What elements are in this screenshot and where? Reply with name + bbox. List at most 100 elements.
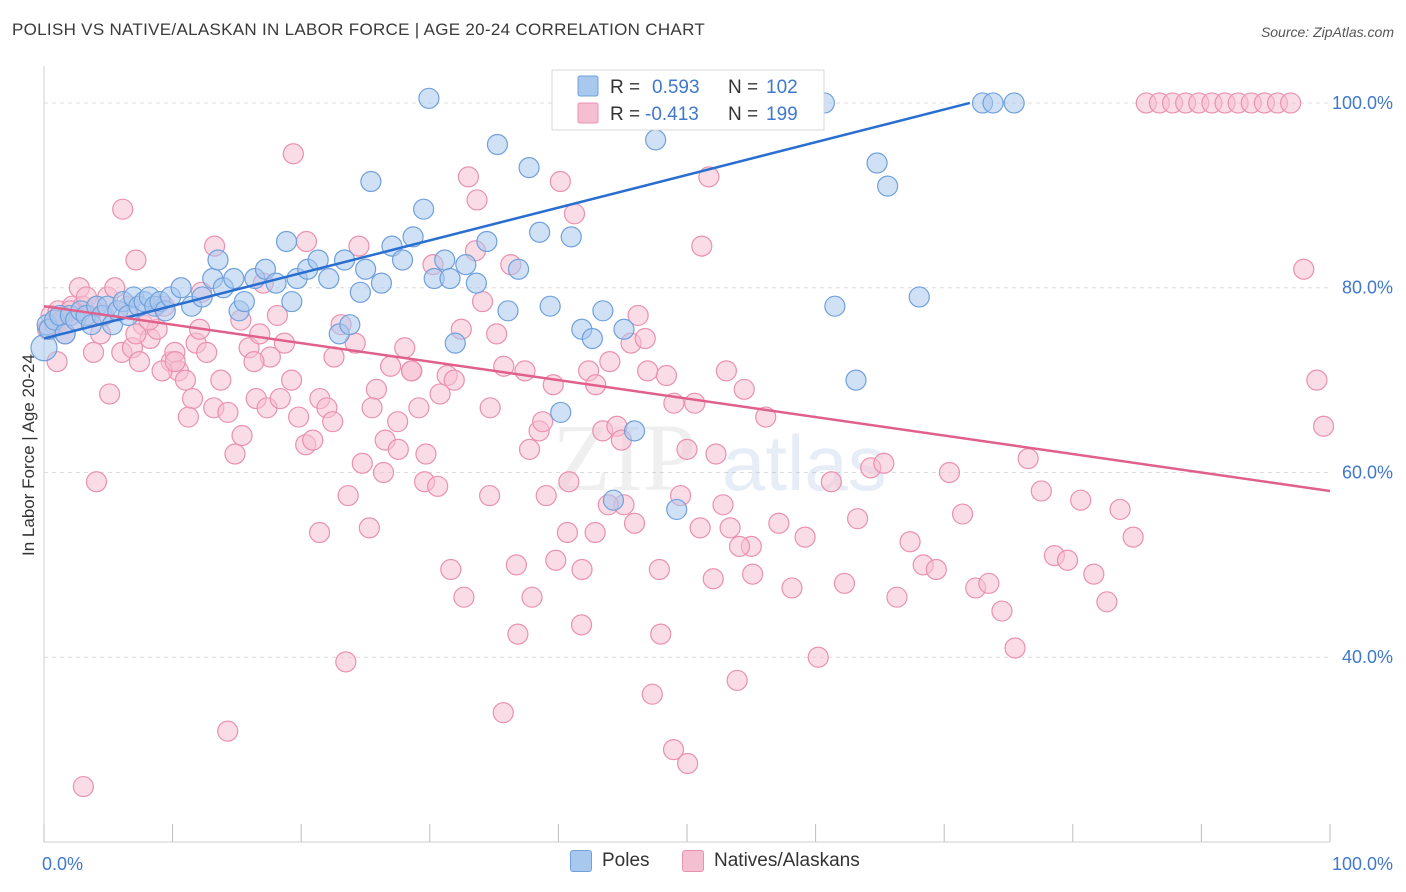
stats-box: R = 0.593 N = 102 R = -0.413 N = 199 <box>551 69 825 131</box>
native-point-75 <box>478 484 501 507</box>
native-point-47 <box>280 369 303 391</box>
pole-point-37 <box>265 272 287 294</box>
native-point-186 <box>1004 637 1026 659</box>
native-point-188 <box>1030 480 1052 502</box>
tick-labels: 40.0% 60.0% 80.0% 100.0% 0.0% 100.0% <box>42 93 1393 874</box>
native-point-108 <box>712 494 734 516</box>
trend-lines <box>43 101 1331 493</box>
pole-point-49 <box>360 170 382 193</box>
pole-point-46 <box>339 314 361 336</box>
native-point-170 <box>794 526 816 548</box>
pole-point-57 <box>439 267 461 290</box>
native-point-164 <box>715 360 737 382</box>
native-point-172 <box>820 471 842 493</box>
legend-item-poles[interactable]: Poles <box>570 850 650 872</box>
native-point-34 <box>196 341 218 363</box>
x-tick-label-1: 100.0% <box>1332 854 1393 874</box>
native-point-101 <box>662 739 685 761</box>
pole-point-59 <box>455 254 477 276</box>
native-point-30 <box>174 369 197 391</box>
native-point-144 <box>453 586 475 608</box>
native-point-62 <box>387 411 409 433</box>
native-point-63 <box>394 337 416 359</box>
native-point-58 <box>358 517 380 539</box>
native-point-136 <box>348 235 370 257</box>
native-point-85 <box>549 170 571 193</box>
native-point-182 <box>951 503 974 525</box>
native-point-88 <box>570 614 593 636</box>
native-point-60 <box>372 461 395 484</box>
native-point-36 <box>210 369 232 391</box>
legend-swatch-poles <box>570 850 592 872</box>
native-point-123 <box>177 406 199 428</box>
native-point-153 <box>571 558 593 581</box>
native-point-59 <box>365 378 388 400</box>
pole-point-74 <box>613 318 635 340</box>
native-point-137 <box>361 397 383 419</box>
native-point-187 <box>1017 448 1039 470</box>
stats-r-label-blue: R = <box>610 77 640 98</box>
stats-r-value-blue: 0.593 <box>652 77 700 98</box>
native-point-194 <box>1109 498 1131 521</box>
native-point-42 <box>249 323 271 345</box>
pole-point-38 <box>275 230 298 253</box>
pole-point-86 <box>845 369 867 391</box>
native-point-168 <box>768 512 790 534</box>
native-point-134 <box>322 411 344 433</box>
stats-swatch-pink <box>577 102 599 124</box>
native-point-174 <box>846 508 869 530</box>
native-point-210 <box>1312 415 1335 437</box>
native-point-135 <box>335 651 357 673</box>
native-point-80 <box>514 360 536 382</box>
native-point-109 <box>719 517 741 539</box>
native-point-39 <box>231 424 253 447</box>
native-point-165 <box>728 535 751 557</box>
pole-point-43 <box>318 267 340 290</box>
pole-point-71 <box>581 327 603 350</box>
native-point-68 <box>429 383 451 405</box>
native-point-74 <box>471 290 494 313</box>
y-tick-label-2: 80.0% <box>1342 278 1393 298</box>
native-point-50 <box>302 429 324 451</box>
native-point-45 <box>266 304 289 327</box>
y-tick-label-1: 60.0% <box>1342 462 1393 482</box>
pole-point-101 <box>418 87 440 109</box>
native-point-83 <box>535 484 557 507</box>
native-point-131 <box>282 143 304 165</box>
native-point-37 <box>217 401 239 424</box>
native-point-122 <box>164 351 186 373</box>
native-point-79 <box>507 623 529 645</box>
native-point-140 <box>400 360 423 382</box>
native-point-119 <box>125 323 147 345</box>
native-point-117 <box>99 383 121 405</box>
y-axis-label: In Labor Force | Age 20-24 <box>19 354 38 556</box>
native-point-87 <box>563 203 586 225</box>
pole-point-54 <box>413 198 435 220</box>
legend-swatch-natives <box>682 850 704 872</box>
pole-point-61 <box>476 230 498 253</box>
native-point-209 <box>1306 369 1328 391</box>
native-point-110 <box>726 669 748 691</box>
native-point-31 <box>181 387 204 410</box>
stats-n-value-blue: 102 <box>766 77 798 98</box>
native-point-208 <box>1293 258 1315 280</box>
native-point-76 <box>486 323 508 345</box>
legend-label-poles: Poles <box>602 850 650 871</box>
watermark: ZIP atlas <box>552 404 887 511</box>
native-point-145 <box>466 189 488 211</box>
pole-point-64 <box>507 258 530 280</box>
native-point-132 <box>295 230 318 253</box>
legend-item-natives[interactable]: Natives/Alaskans <box>682 850 860 872</box>
pole-point-88 <box>877 175 899 197</box>
native-point-57 <box>351 452 373 474</box>
stats-n-value-pink: 199 <box>766 104 798 125</box>
pole-point-66 <box>529 221 551 243</box>
pole-point-26 <box>170 277 192 299</box>
native-point-81 <box>521 586 543 608</box>
pole-point-76 <box>645 129 667 151</box>
native-point-105 <box>691 235 713 257</box>
natives-points <box>36 92 1335 798</box>
grid-lines <box>44 102 1330 658</box>
stats-swatch-blue <box>577 75 599 97</box>
pole-point-30 <box>207 249 229 271</box>
